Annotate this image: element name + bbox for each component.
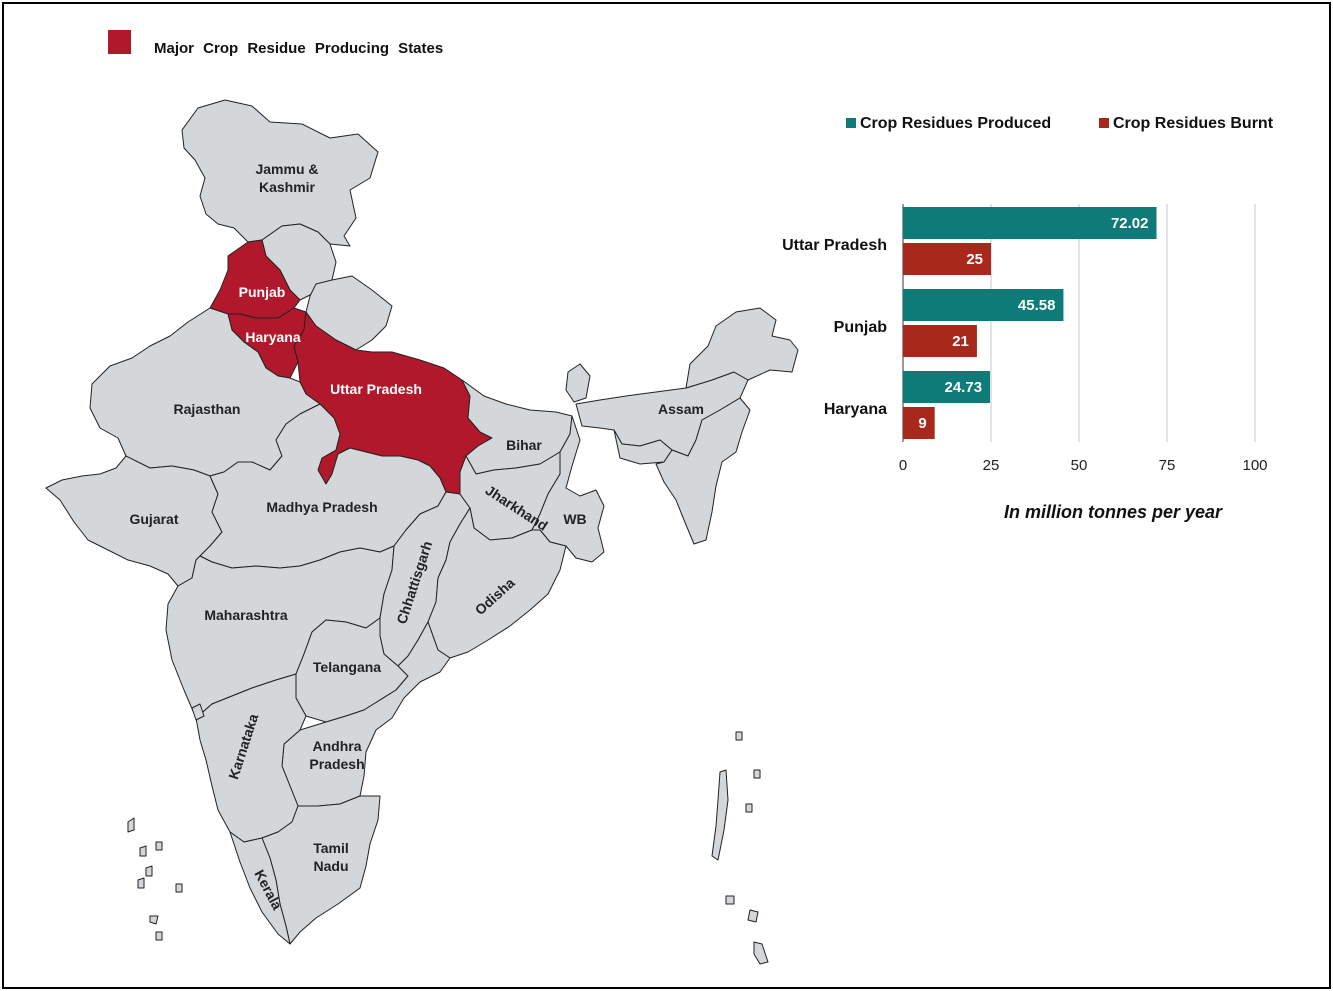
state-kerala (229, 831, 291, 945)
bar-value-label: 24.73 (945, 379, 983, 396)
label-wb: WB (563, 511, 586, 527)
bar-value-label: 21 (952, 333, 969, 350)
island-andaman-4 (745, 803, 753, 813)
category-label-haryana: Haryana (824, 401, 887, 418)
island-andaman-1 (711, 769, 729, 861)
label-telangana: Telangana (313, 659, 381, 675)
chart-gridlines (902, 204, 1256, 442)
label-tamil-nadu-2: Nadu (314, 858, 349, 874)
x-tick-label-75: 75 (1159, 457, 1176, 474)
island-lakshadweep-4 (145, 865, 153, 877)
chart-bars: 72.02 25 45.58 21 24.73 9 (903, 207, 1157, 439)
chart-x-ticks: 0 25 50 75 100 (899, 457, 1268, 474)
label-rajasthan: Rajasthan (174, 401, 241, 417)
map-islands (127, 731, 769, 965)
bar-uttar-pradesh-burnt (903, 243, 991, 275)
x-tick-label-100: 100 (1242, 457, 1267, 474)
residue-bar-chart: Crop Residues Produced Crop Residues Burn… (782, 115, 1274, 522)
state-sikkim (565, 363, 591, 403)
island-lakshadweep-6 (175, 883, 183, 893)
x-tick-label-0: 0 (899, 457, 907, 474)
map-states (45, 99, 799, 945)
legend-label-produced: Crop Residues Produced (860, 115, 1051, 132)
state-goa (191, 703, 205, 721)
chart-legend: Crop Residues Produced Crop Residues Burn… (846, 115, 1274, 132)
x-tick-label-25: 25 (983, 457, 1000, 474)
bar-punjab-produced (903, 289, 1064, 321)
state-odisha (427, 507, 567, 659)
label-gujarat: Gujarat (129, 511, 178, 527)
island-andaman-2 (735, 731, 743, 741)
category-label-punjab: Punjab (834, 319, 888, 336)
island-nicobar-1 (725, 895, 735, 905)
label-tamil-nadu-1: Tamil (313, 840, 349, 856)
island-lakshadweep-2 (139, 845, 147, 857)
label-andhra-pradesh-1: Andhra (313, 738, 362, 754)
island-nicobar-3 (753, 941, 769, 965)
island-lakshadweep-7 (149, 915, 159, 925)
island-nicobar-2 (747, 909, 759, 923)
bar-uttar-pradesh-produced (903, 207, 1157, 239)
label-maharashtra: Maharashtra (204, 607, 287, 623)
label-andhra-pradesh-2: Pradesh (309, 756, 364, 772)
state-karnataka (195, 673, 307, 843)
island-lakshadweep-3 (155, 841, 163, 851)
map-legend-swatch (108, 30, 131, 54)
state-west-bengal (531, 415, 605, 563)
label-jammu-kashmir-2: Kashmir (259, 179, 316, 195)
state-northeast-south (655, 397, 751, 545)
bar-value-label: 25 (966, 251, 983, 268)
island-lakshadweep-8 (155, 931, 163, 941)
state-jammu-kashmir (181, 99, 379, 247)
map-legend-label: Major Crop Residue Producing States (154, 40, 444, 57)
legend-swatch-burnt (1099, 118, 1109, 128)
bar-haryana-burnt (903, 407, 935, 439)
bar-haryana-produced (903, 371, 991, 403)
island-lakshadweep-5 (137, 877, 145, 889)
island-lakshadweep-1 (127, 817, 135, 833)
bar-value-label: 9 (918, 415, 926, 432)
bar-punjab-burnt (903, 325, 977, 357)
chart-category-labels: Uttar Pradesh Punjab Haryana (782, 237, 887, 418)
label-jammu-kashmir-1: Jammu & (255, 161, 318, 177)
label-madhya-pradesh: Madhya Pradesh (266, 499, 377, 515)
x-tick-label-50: 50 (1071, 457, 1088, 474)
bar-value-label: 72.02 (1111, 215, 1149, 232)
x-axis-title: In million tonnes per year (1004, 502, 1223, 522)
legend-swatch-produced (846, 118, 856, 128)
label-haryana: Haryana (245, 329, 300, 345)
island-andaman-3 (753, 769, 761, 779)
label-assam: Assam (658, 401, 704, 417)
label-uttar-pradesh: Uttar Pradesh (330, 381, 422, 397)
category-label-uttar-pradesh: Uttar Pradesh (782, 237, 887, 254)
legend-label-burnt: Crop Residues Burnt (1113, 115, 1274, 132)
state-arunachal (685, 307, 799, 389)
bar-value-label: 45.58 (1018, 297, 1056, 314)
india-map: Jammu & Kashmir Punjab Haryana Uttar Pra… (45, 99, 799, 965)
label-punjab: Punjab (239, 284, 286, 300)
label-bihar: Bihar (506, 437, 542, 453)
